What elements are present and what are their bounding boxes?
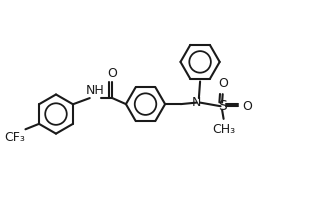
Text: O: O [218,77,228,90]
Text: CH₃: CH₃ [212,123,235,136]
Text: O: O [242,100,252,113]
Text: N: N [192,96,201,109]
Text: O: O [108,67,117,80]
Text: S: S [218,99,226,113]
Text: CF₃: CF₃ [4,131,25,144]
Text: NH: NH [86,84,105,98]
